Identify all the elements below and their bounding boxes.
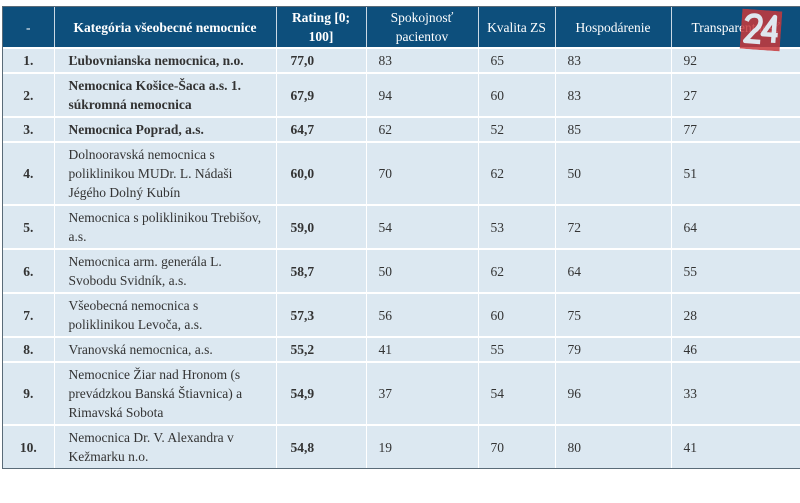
quality-cell: 60 — [478, 292, 556, 337]
table-row: 8. Vranovská nemocnica, a.s. 55,2 41 55 79 46 — [3, 336, 800, 362]
management-cell: 72 — [555, 204, 672, 249]
satisfaction-cell: 70 — [366, 141, 479, 205]
transparency-cell: 33 — [671, 361, 800, 425]
header-quality: Kvalita ZS — [478, 7, 556, 48]
management-cell: 83 — [555, 72, 672, 117]
quality-cell: 52 — [478, 116, 556, 142]
table-row: 3. Nemocnica Poprad, a.s. 64,7 62 52 85 77 — [3, 116, 800, 142]
header-transparency: Transparentnosť — [671, 7, 800, 48]
rating-cell: 55,2 — [276, 336, 367, 362]
rank-cell: 8. — [3, 336, 55, 362]
transparency-cell: 64 — [671, 204, 800, 249]
quality-cell: 70 — [478, 424, 556, 468]
transparency-cell: 41 — [671, 424, 800, 468]
quality-cell: 53 — [478, 204, 556, 249]
satisfaction-cell: 62 — [366, 116, 479, 142]
header-satisfaction: Spokojnosť pacientov — [366, 7, 479, 48]
management-cell: 79 — [555, 336, 672, 362]
satisfaction-cell: 94 — [366, 72, 479, 117]
transparency-cell: 28 — [671, 292, 800, 337]
management-cell: 64 — [555, 248, 672, 293]
transparency-cell: 51 — [671, 141, 800, 205]
quality-cell: 62 — [478, 248, 556, 293]
table-row: 7. Všeobecná nemocnica s poliklinikou Lev… — [3, 292, 800, 337]
satisfaction-cell: 41 — [366, 336, 479, 362]
quality-cell: 60 — [478, 72, 556, 117]
transparency-cell: 77 — [671, 116, 800, 142]
hospital-name-cell: Nemocnica Dr. V. Alexandra v Kežmarku n.… — [54, 424, 277, 468]
hospital-ranking-table: - Kategória všeobecné nemocnice Rating [… — [3, 7, 800, 468]
management-cell: 75 — [555, 292, 672, 337]
hospital-name-cell: Nemocnice Žiar nad Hronom (s prevádzkou … — [54, 361, 277, 425]
hospital-name-cell: Nemocnica Košice-Šaca a.s. 1. súkromná n… — [54, 72, 277, 117]
satisfaction-cell: 54 — [366, 204, 479, 249]
rank-cell: 6. — [3, 248, 55, 293]
table-row: 6. Nemocnica arm. generála L. Svobodu Svi… — [3, 248, 800, 293]
header-row: - Kategória všeobecné nemocnice Rating [… — [3, 7, 800, 48]
table-row: 10. Nemocnica Dr. V. Alexandra v Kežmarku… — [3, 424, 800, 468]
table-row: 1. Ľubovnianska nemocnica, n.o. 77,0 83 65 83… — [3, 47, 800, 73]
quality-cell: 65 — [478, 47, 556, 73]
rating-cell: 57,3 — [276, 292, 367, 337]
rating-cell: 58,7 — [276, 248, 367, 293]
rating-cell: 59,0 — [276, 204, 367, 249]
header-category: Kategória všeobecné nemocnice — [54, 7, 277, 48]
rank-cell: 5. — [3, 204, 55, 249]
management-cell: 83 — [555, 47, 672, 73]
satisfaction-cell: 83 — [366, 47, 479, 73]
header-management: Hospodárenie — [555, 7, 672, 48]
rating-cell: 60,0 — [276, 141, 367, 205]
rating-cell: 54,9 — [276, 361, 367, 425]
ranking-table-container: - Kategória všeobecné nemocnice Rating [… — [2, 6, 800, 469]
rank-cell: 2. — [3, 72, 55, 117]
table-row: 2. Nemocnica Košice-Šaca a.s. 1. súkromná… — [3, 72, 800, 117]
rank-cell: 4. — [3, 141, 55, 205]
satisfaction-cell: 50 — [366, 248, 479, 293]
rating-cell: 54,8 — [276, 424, 367, 468]
rank-cell: 1. — [3, 47, 55, 73]
transparency-cell: 92 — [671, 47, 800, 73]
management-cell: 96 — [555, 361, 672, 425]
hospital-name-cell: Dolnooravská nemocnica s poliklinikou MU… — [54, 141, 277, 205]
satisfaction-cell: 37 — [366, 361, 479, 425]
management-cell: 85 — [555, 116, 672, 142]
transparency-cell: 46 — [671, 336, 800, 362]
rank-cell: 7. — [3, 292, 55, 337]
transparency-cell: 55 — [671, 248, 800, 293]
header-rating: Rating [0; 100] — [276, 7, 367, 48]
transparency-cell: 27 — [671, 72, 800, 117]
hospital-name-cell: Vranovská nemocnica, a.s. — [54, 336, 277, 362]
table-row: 5. Nemocnica s poliklinikou Trebišov, a.s… — [3, 204, 800, 249]
rank-cell: 9. — [3, 361, 55, 425]
hospital-name-cell: Nemocnica s poliklinikou Trebišov, a.s. — [54, 204, 277, 249]
table-row: 4. Dolnooravská nemocnica s poliklinikou … — [3, 141, 800, 205]
quality-cell: 55 — [478, 336, 556, 362]
quality-cell: 54 — [478, 361, 556, 425]
hospital-name-cell: Nemocnica Poprad, a.s. — [54, 116, 277, 142]
rating-cell: 77,0 — [276, 47, 367, 73]
satisfaction-cell: 56 — [366, 292, 479, 337]
quality-cell: 62 — [478, 141, 556, 205]
management-cell: 50 — [555, 141, 672, 205]
header-rank: - — [3, 7, 55, 48]
rating-cell: 64,7 — [276, 116, 367, 142]
table-row: 9. Nemocnice Žiar nad Hronom (s prevádzko… — [3, 361, 800, 425]
hospital-name-cell: Ľubovnianska nemocnica, n.o. — [54, 47, 277, 73]
management-cell: 80 — [555, 424, 672, 468]
rank-cell: 10. — [3, 424, 55, 468]
rating-cell: 67,9 — [276, 72, 367, 117]
rank-cell: 3. — [3, 116, 55, 142]
satisfaction-cell: 19 — [366, 424, 479, 468]
hospital-name-cell: Nemocnica arm. generála L. Svobodu Svidn… — [54, 248, 277, 293]
hospital-name-cell: Všeobecná nemocnica s poliklinikou Levoč… — [54, 292, 277, 337]
